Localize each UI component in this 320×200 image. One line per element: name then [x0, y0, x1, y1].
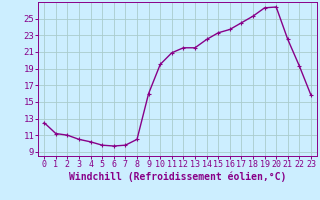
X-axis label: Windchill (Refroidissement éolien,°C): Windchill (Refroidissement éolien,°C): [69, 172, 286, 182]
